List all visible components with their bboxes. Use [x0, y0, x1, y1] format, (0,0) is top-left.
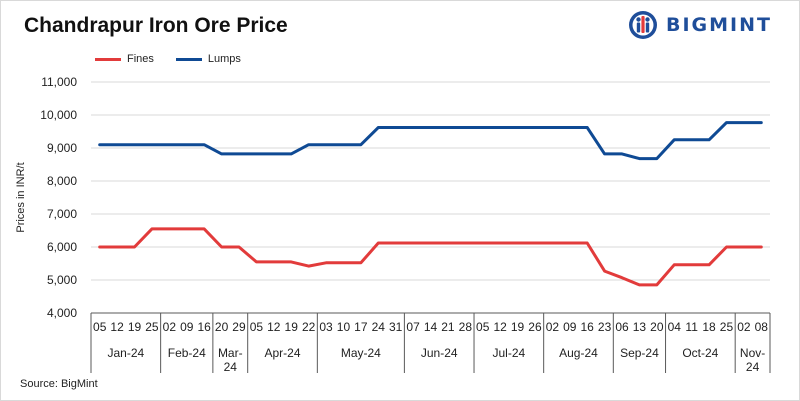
x-tick-label: 26: [528, 320, 542, 334]
x-tick-label: 20: [215, 320, 229, 334]
chart-title: Chandrapur Iron Ore Price: [24, 14, 288, 37]
series-line-lumps: [98, 121, 763, 161]
x-tick-label: 23: [598, 320, 612, 334]
month-label: May-24: [341, 346, 381, 360]
month-label: Mar-24: [218, 346, 243, 374]
x-tick-label: 29: [232, 320, 246, 334]
x-tick-label: 22: [302, 320, 316, 334]
x-tick-label: 25: [145, 320, 159, 334]
logo-text: BIGMINT: [666, 14, 772, 36]
x-tick-label: 10: [337, 320, 351, 334]
legend-label-lumps: Lumps: [207, 53, 241, 65]
x-tick-label: 31: [389, 320, 403, 334]
x-tick-label: 16: [197, 320, 211, 334]
x-tick-label: 02: [737, 320, 751, 334]
x-tick-label: 12: [493, 320, 507, 334]
bigmint-logo: BIGMINT: [628, 10, 772, 40]
x-tick-label: 20: [650, 320, 664, 334]
series-line-fines: [98, 227, 763, 287]
legend-swatch-lumps: [175, 57, 202, 61]
y-tick-label: 4,000: [47, 306, 77, 320]
x-tick-label: 14: [424, 320, 438, 334]
x-tick-label: 03: [319, 320, 333, 334]
x-tick-label: 05: [250, 320, 264, 334]
x-tick-label: 12: [110, 320, 124, 334]
month-label: Jul-24: [493, 346, 526, 360]
bigmint-logo-icon: [629, 11, 657, 39]
x-tick-label: 21: [441, 320, 455, 334]
x-tick-label: 04: [668, 320, 682, 334]
x-tick-label: 25: [720, 320, 734, 334]
x-tick-label: 05: [93, 320, 107, 334]
x-tick-label: 12: [267, 320, 281, 334]
x-tick-label: 13: [633, 320, 647, 334]
y-tick-label: 9,000: [47, 141, 77, 155]
month-label: Apr-24: [264, 346, 300, 360]
x-tick-label: 17: [354, 320, 368, 334]
y-axis-label: Prices in INR/t: [15, 162, 27, 232]
x-tick-label: 05: [476, 320, 490, 334]
x-tick-label: 24: [372, 320, 386, 334]
x-tick-label: 18: [702, 320, 716, 334]
y-tick-label: 7,000: [47, 207, 77, 221]
x-tick-label: 08: [755, 320, 769, 334]
x-tick-label: 19: [511, 320, 525, 334]
x-tick-label: 11: [685, 320, 698, 334]
legend-item-fines: Fines: [95, 53, 154, 65]
x-tick-label: 19: [285, 320, 299, 334]
x-tick-label: 07: [406, 320, 420, 334]
x-tick-label: 02: [546, 320, 560, 334]
x-tick-label: 02: [163, 320, 177, 334]
month-label: Feb-24: [168, 346, 206, 360]
x-tick-label: 06: [615, 320, 629, 334]
month-label: Sep-24: [620, 346, 659, 360]
y-tick-label: 6,000: [47, 240, 77, 254]
y-tick-label: 8,000: [47, 174, 77, 188]
legend-item-lumps: Lumps: [175, 53, 241, 65]
y-tick-label: 5,000: [47, 273, 77, 287]
month-label: Jun-24: [421, 346, 458, 360]
x-tick-label: 09: [563, 320, 577, 334]
legend: Fines Lumps: [95, 53, 263, 65]
x-tick-label: 16: [581, 320, 595, 334]
month-label: Oct-24: [682, 346, 718, 360]
legend-label-fines: Fines: [127, 53, 154, 65]
y-tick-label: 11,000: [41, 75, 77, 89]
month-label: Jan-24: [107, 346, 144, 360]
x-tick-label: 09: [180, 320, 194, 334]
y-tick-label: 10,000: [40, 108, 77, 122]
x-tick-label: 28: [459, 320, 473, 334]
month-label: Nov-24: [740, 346, 765, 374]
legend-swatch-fines: [95, 57, 121, 61]
source-note: Source: BigMint: [20, 378, 98, 390]
x-tick-label: 19: [128, 320, 142, 334]
month-label: Aug-24: [559, 346, 598, 360]
